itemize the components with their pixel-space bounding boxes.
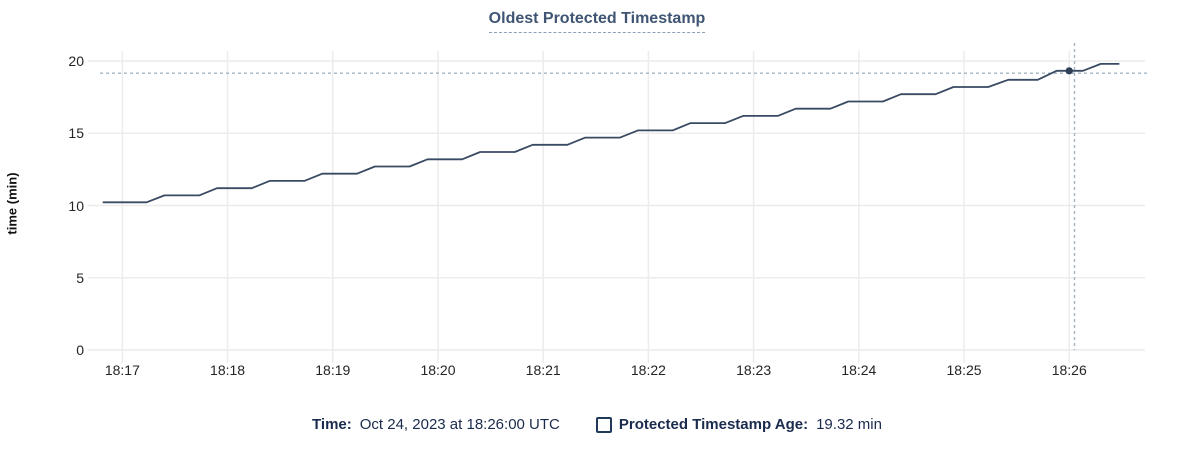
y-axis-title: time (min) — [4, 172, 20, 235]
legend-time-value: Oct 24, 2023 at 18:26:00 UTC — [359, 416, 560, 433]
chart-title[interactable]: Oldest Protected Timestamp — [488, 10, 706, 33]
x-tick-label: 18:22 — [630, 362, 666, 378]
x-tick-label: 18:25 — [946, 362, 982, 378]
highlighted-data-point[interactable] — [1065, 67, 1073, 75]
chart-legend: Time: Oct 24, 2023 at 18:26:00 UTC Prote… — [0, 416, 1194, 433]
legend-time-group: Time: Oct 24, 2023 at 18:26:00 UTC — [312, 416, 560, 433]
x-tick-label: 18:20 — [420, 362, 456, 378]
series-toggle-checkbox[interactable] — [595, 416, 612, 433]
legend-series-item[interactable]: Protected Timestamp Age: 19.32 min — [595, 416, 882, 433]
y-tick-label: 20 — [68, 53, 84, 69]
plot-area[interactable] — [88, 43, 1151, 365]
x-tick-label: 18:23 — [736, 362, 772, 378]
y-tick-label: 0 — [76, 342, 84, 358]
chart-title-row: Oldest Protected Timestamp — [0, 10, 1194, 33]
x-tick-label: 18:19 — [315, 362, 351, 378]
x-tick-label: 18:24 — [841, 362, 877, 378]
x-tick-label: 18:26 — [1051, 362, 1087, 378]
x-tick-label: 18:21 — [525, 362, 561, 378]
y-tick-label: 10 — [68, 197, 84, 214]
legend-series-value: 19.32 min — [816, 416, 882, 433]
series-line — [102, 62, 1120, 204]
x-tick-label: 18:17 — [104, 362, 140, 378]
legend-series-label: Protected Timestamp Age: — [618, 416, 809, 433]
x-tick-label: 18:18 — [210, 362, 246, 378]
y-tick-label: 5 — [76, 269, 84, 286]
y-tick-label: 15 — [68, 125, 84, 142]
legend-time-label: Time: — [312, 416, 352, 433]
